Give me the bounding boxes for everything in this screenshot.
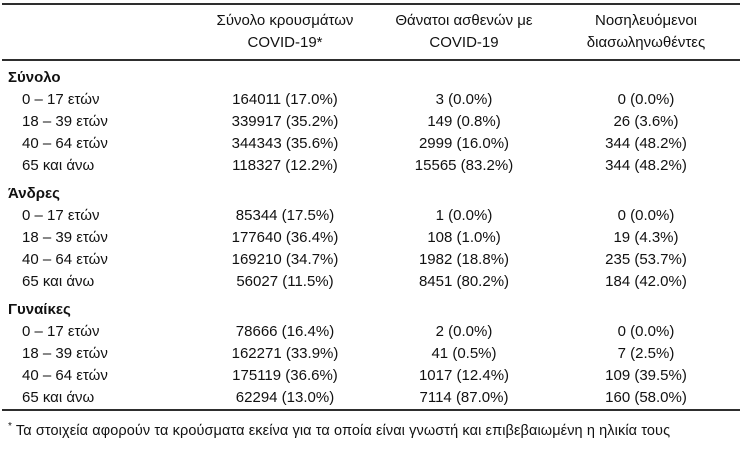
deaths-cell: 2999 (16.0%)	[418, 135, 510, 152]
header-deaths-line1: Θάνατοι ασθενών με	[395, 12, 533, 29]
row-label: 0 – 17 ετών	[22, 207, 100, 224]
footnote-text: Τα στοιχεία αφορούν τα κρούσματα εκείνα …	[15, 422, 671, 439]
section-label: Σύνολο	[8, 69, 61, 86]
table-row: 0 – 17 ετών 164011 (17.0%) 3 (0.0%) 0 (0…	[0, 89, 744, 111]
table-row: 65 και άνω 56027 (11.5%) 8451 (80.2%) 18…	[0, 271, 744, 293]
header-deaths-line2: COVID-19	[429, 34, 499, 51]
intubated-cell: 109 (39.5%)	[605, 367, 687, 384]
intubated-cell: 0 (0.0%)	[617, 91, 675, 108]
table-row: 65 και άνω 62294 (13.0%) 7114 (87.0%) 16…	[0, 387, 744, 409]
table-row: 40 – 64 ετών 344343 (35.6%) 2999 (16.0%)…	[0, 133, 744, 155]
cases-cell: 169210 (34.7%)	[231, 251, 339, 268]
deaths-cell: 41 (0.5%)	[431, 345, 497, 362]
cases-cell: 162271 (33.9%)	[231, 345, 339, 362]
header-intubated-line2: διασωληνωθέντες	[586, 34, 706, 51]
intubated-cell: 7 (2.5%)	[617, 345, 675, 362]
cases-cell: 62294 (13.0%)	[235, 389, 335, 406]
header-intubated: Νοσηλευόμενοι διασωληνωθέντες	[548, 10, 744, 54]
section-header-women: Γυναίκες	[0, 293, 744, 321]
cases-cell: 164011 (17.0%)	[232, 91, 338, 108]
deaths-cell: 1 (0.0%)	[435, 207, 493, 224]
table-header-row: Σύνολο κρουσμάτων COVID-19* Θάνατοι ασθε…	[0, 5, 744, 59]
header-deaths: Θάνατοι ασθενών με COVID-19	[380, 10, 548, 54]
intubated-cell: 235 (53.7%)	[605, 251, 687, 268]
row-label: 65 και άνω	[22, 273, 95, 290]
deaths-cell: 8451 (80.2%)	[418, 273, 510, 290]
table-row: 40 – 64 ετών 169210 (34.7%) 1982 (18.8%)…	[0, 249, 744, 271]
row-label: 18 – 39 ετών	[22, 113, 108, 130]
row-label: 40 – 64 ετών	[22, 251, 108, 268]
footnote: * Τα στοιχεία αφορούν τα κρούσματα εκείν…	[8, 418, 738, 440]
cases-cell: 344343 (35.6%)	[231, 135, 339, 152]
table-row: 65 και άνω 118327 (12.2%) 15565 (83.2%) …	[0, 155, 744, 177]
table-row: 18 – 39 ετών 177640 (36.4%) 108 (1.0%) 1…	[0, 227, 744, 249]
table-top-rule	[2, 3, 740, 5]
row-label: 18 – 39 ετών	[22, 345, 108, 362]
section-header-total: Σύνολο	[0, 61, 744, 89]
header-total-cases-line1: Σύνολο κρουσμάτων	[216, 12, 354, 29]
table-row: 0 – 17 ετών 85344 (17.5%) 1 (0.0%) 0 (0.…	[0, 205, 744, 227]
row-label: 18 – 39 ετών	[22, 229, 108, 246]
deaths-cell: 1017 (12.4%)	[418, 367, 510, 384]
intubated-cell: 26 (3.6%)	[613, 113, 679, 130]
cases-cell: 56027 (11.5%)	[236, 273, 334, 290]
row-label: 65 και άνω	[22, 157, 95, 174]
deaths-cell: 7114 (87.0%)	[419, 389, 509, 406]
table-bottom-rule	[2, 409, 740, 411]
header-total-cases-line2: COVID-19*	[247, 34, 323, 51]
deaths-cell: 108 (1.0%)	[427, 229, 501, 246]
table-row: 0 – 17 ετών 78666 (16.4%) 2 (0.0%) 0 (0.…	[0, 321, 744, 343]
header-divider-rule	[2, 59, 740, 61]
row-label: 65 και άνω	[22, 389, 95, 406]
deaths-cell: 15565 (83.2%)	[414, 157, 514, 174]
section-label: Άνδρες	[8, 185, 60, 202]
footnote-asterisk: *	[8, 421, 12, 432]
deaths-cell: 3 (0.0%)	[435, 91, 493, 108]
intubated-cell: 19 (4.3%)	[613, 229, 679, 246]
section-header-men: Άνδρες	[0, 177, 744, 205]
row-label: 40 – 64 ετών	[22, 367, 108, 384]
cases-cell: 175119 (36.6%)	[232, 367, 338, 384]
table-row: 18 – 39 ετών 162271 (33.9%) 41 (0.5%) 7 …	[0, 343, 744, 365]
table-row: 18 – 39 ετών 339917 (35.2%) 149 (0.8%) 2…	[0, 111, 744, 133]
cases-cell: 85344 (17.5%)	[235, 207, 335, 224]
header-intubated-line1: Νοσηλευόμενοι	[594, 12, 697, 29]
section-label: Γυναίκες	[8, 301, 71, 318]
intubated-cell: 160 (58.0%)	[605, 389, 687, 406]
cases-cell: 78666 (16.4%)	[235, 323, 335, 340]
row-label: 0 – 17 ετών	[22, 323, 100, 340]
intubated-cell: 0 (0.0%)	[617, 207, 675, 224]
row-label: 40 – 64 ετών	[22, 135, 108, 152]
deaths-cell: 149 (0.8%)	[427, 113, 501, 130]
intubated-cell: 0 (0.0%)	[617, 323, 675, 340]
header-total-cases: Σύνολο κρουσμάτων COVID-19*	[190, 10, 380, 54]
cases-cell: 118327 (12.2%)	[232, 157, 338, 174]
row-label: 0 – 17 ετών	[22, 91, 100, 108]
deaths-cell: 2 (0.0%)	[435, 323, 493, 340]
cases-cell: 339917 (35.2%)	[231, 113, 339, 130]
deaths-cell: 1982 (18.8%)	[418, 251, 510, 268]
intubated-cell: 344 (48.2%)	[605, 135, 687, 152]
cases-cell: 177640 (36.4%)	[231, 229, 339, 246]
table-row: 40 – 64 ετών 175119 (36.6%) 1017 (12.4%)…	[0, 365, 744, 387]
intubated-cell: 344 (48.2%)	[605, 157, 687, 174]
intubated-cell: 184 (42.0%)	[605, 273, 687, 290]
